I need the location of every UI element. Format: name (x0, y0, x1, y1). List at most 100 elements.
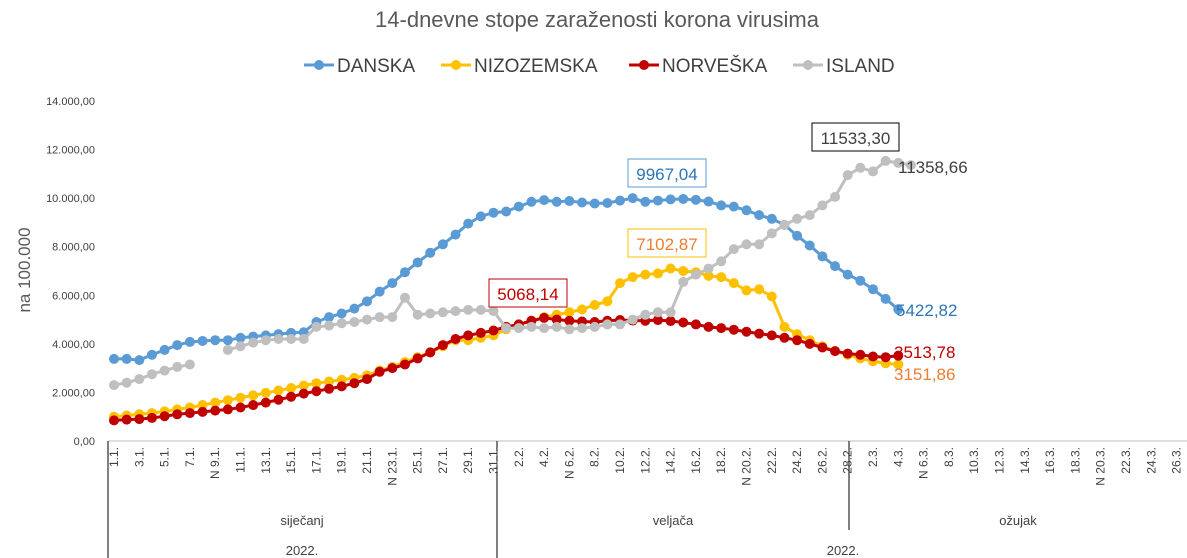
x-tick-label: 4.3. (891, 447, 905, 467)
legend-item-island: ISLAND (793, 56, 895, 77)
data-point (146, 369, 157, 380)
data-point (754, 284, 765, 295)
data-point (855, 162, 866, 173)
data-point (146, 412, 157, 423)
data-point (665, 307, 676, 318)
x-tick-label: 27.1. (436, 447, 450, 474)
data-point (868, 284, 878, 295)
data-point (703, 270, 714, 281)
data-point (184, 359, 195, 370)
data-point (399, 267, 410, 278)
data-point (109, 353, 119, 364)
data-point (298, 388, 309, 399)
data-point (703, 196, 714, 207)
data-point (425, 308, 436, 319)
data-point (779, 219, 790, 230)
y-axis: 0,00 2.000,00 4.000,00 6.000,00 8.000,00 10.0… (46, 96, 95, 448)
legend-label: NORVEŠKA (662, 55, 768, 77)
data-point (665, 194, 676, 205)
y-tick-label: 8.000,00 (52, 242, 95, 254)
data-point (412, 353, 423, 364)
data-point (222, 404, 233, 415)
data-point (298, 334, 309, 344)
month-label: ožujak (999, 513, 1037, 528)
data-point (602, 296, 613, 307)
x-tick-label: 12.3. (993, 447, 1007, 474)
data-point (779, 332, 790, 343)
data-point (640, 196, 651, 207)
annotation-nizozemska: 7102,87 (627, 228, 707, 258)
series-island (109, 155, 916, 391)
data-point (324, 320, 335, 331)
data-point (501, 323, 512, 334)
data-point (425, 247, 436, 258)
annotation-norve-ka: 3513,78 (894, 343, 955, 362)
annotation-label: 3513,78 (894, 343, 955, 362)
data-point (349, 317, 360, 327)
data-point (134, 355, 145, 366)
data-point (260, 397, 271, 408)
data-point (615, 195, 625, 206)
x-tick-label: 18.2. (714, 447, 728, 474)
data-point (286, 334, 297, 344)
x-tick-label: 19.1. (335, 447, 349, 474)
data-point (842, 170, 853, 181)
x-tick-label: 25.1. (411, 447, 425, 474)
data-point (349, 378, 360, 389)
x-tick-label: N 20.3. (1094, 447, 1108, 486)
legend-item-nizozemska: NIZOZEMSKA (441, 56, 598, 77)
data-point (222, 344, 233, 355)
data-point (399, 359, 410, 370)
data-point (728, 278, 739, 289)
x-tick-label: 12.2. (638, 447, 652, 474)
data-point (728, 244, 739, 255)
data-point (475, 211, 486, 222)
x-tick-label: 29.1. (461, 447, 475, 474)
data-point (488, 325, 499, 336)
data-point (766, 213, 777, 224)
data-point (880, 293, 891, 304)
x-tick-label: 26.2. (815, 447, 829, 474)
x-tick-label: 24.2. (790, 447, 804, 474)
data-point (564, 315, 575, 326)
x-tick-label: 22.3. (1119, 447, 1133, 474)
data-point (804, 210, 815, 221)
legend: DANSKA NIZOZEMSKA NORVEŠKA ISLAND (304, 55, 895, 77)
x-tick-label: 10.2. (613, 447, 627, 474)
data-point (134, 374, 145, 385)
x-tick-label: 3.1. (132, 447, 146, 467)
data-point (754, 328, 765, 339)
data-point (792, 335, 803, 346)
x-tick-label: 28.2. (841, 447, 855, 474)
x-tick-label: N 23.1. (385, 447, 399, 486)
data-point (475, 304, 486, 315)
annotation-island: 11358,66 (898, 158, 968, 177)
data-point (298, 380, 309, 391)
annotation-label: 11533,30 (821, 129, 891, 148)
data-point (324, 312, 335, 323)
data-point (362, 374, 372, 385)
data-point (551, 314, 562, 325)
data-point (311, 386, 322, 397)
x-tick-label: 10.3. (967, 447, 981, 474)
x-tick-label: 14.3. (1018, 447, 1032, 474)
annotation-label: 7102,87 (636, 235, 697, 254)
legend-marker (314, 60, 324, 70)
data-point (184, 408, 195, 419)
x-tick-label: 16.3. (1043, 447, 1057, 474)
annotation-box (627, 158, 707, 188)
data-point (627, 272, 638, 283)
x-tick-label: 11.1. (234, 447, 248, 473)
data-point (235, 332, 246, 343)
data-point (172, 409, 183, 420)
data-point (273, 394, 284, 405)
data-point (437, 340, 448, 351)
data-point (652, 268, 663, 279)
annotation-box (811, 122, 900, 152)
annotation-label: 5422,82 (896, 301, 957, 320)
data-point (172, 361, 183, 372)
data-point (880, 352, 891, 363)
data-point (134, 414, 145, 425)
data-point (627, 314, 638, 325)
data-point (539, 312, 550, 323)
